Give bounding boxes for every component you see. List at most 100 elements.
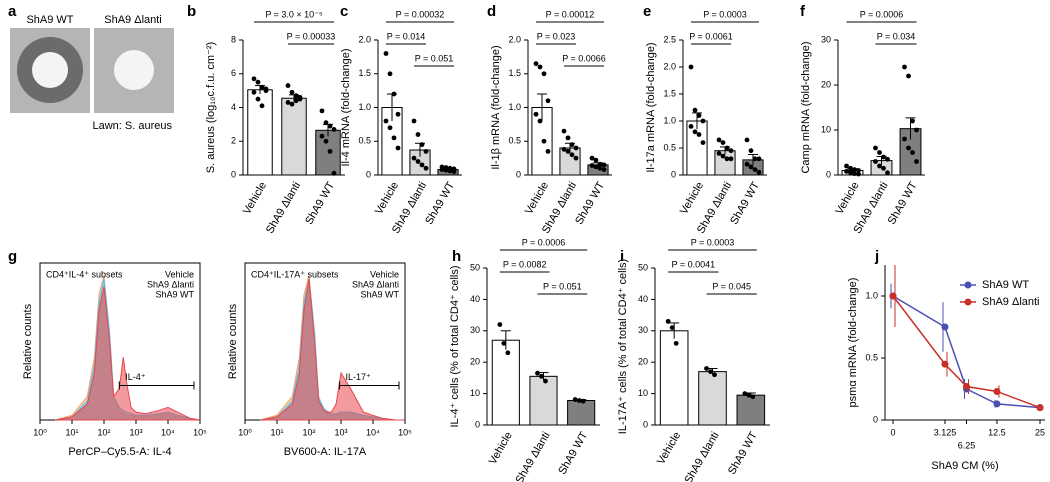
data-point (720, 140, 726, 146)
data-point (669, 325, 675, 331)
y-tick-label: 1.0 (663, 115, 676, 125)
x-tick-label: Vehicle (523, 180, 551, 217)
x-tick-label: Vehicle (678, 180, 706, 217)
panel-letter: j (874, 248, 879, 265)
data-point (423, 165, 429, 171)
bar (736, 394, 766, 426)
y-tick-label: 0 (366, 169, 371, 179)
data-point (993, 400, 1001, 408)
data-point (716, 137, 722, 143)
p-value: P = 0.0061 (689, 31, 733, 41)
data-point (447, 168, 453, 174)
y-tick-label: 10 (470, 388, 480, 398)
data-point (873, 159, 878, 164)
data-point (881, 165, 886, 171)
y-tick-label: 30 (638, 325, 648, 335)
image-label: ShA9 WT (26, 14, 73, 26)
data-point (692, 107, 698, 113)
data-point (383, 118, 389, 124)
data-point (889, 292, 897, 300)
data-point (533, 111, 539, 117)
data-point (744, 161, 750, 167)
p-value: P = 0.00033 (287, 31, 336, 41)
data-point (327, 123, 333, 129)
data-point (439, 167, 445, 173)
y-tick-label: 2.0 (663, 61, 676, 71)
data-point (728, 148, 734, 154)
data-point (856, 168, 861, 173)
x-tick-label: 12.5 (988, 427, 1006, 437)
bar (247, 89, 273, 176)
y-tick-label: 0 (475, 419, 480, 429)
panel-letter: i (620, 248, 624, 265)
x-tick-label: Vehicle (655, 430, 683, 467)
data-point (331, 127, 337, 132)
data-point (752, 167, 758, 173)
y-tick-label: 1.5 (358, 68, 371, 78)
p-value: P = 0.051 (415, 53, 454, 63)
y-tick-label: 1.0 (508, 102, 521, 112)
x-tick-label: ShA9 WT (556, 430, 590, 477)
x-axis-label: ShA9 CM (%) (931, 460, 998, 472)
y-tick-label: 10 (638, 388, 648, 398)
x-tick-label: Vehicle (241, 180, 269, 217)
p-value: P = 0.0006 (522, 237, 566, 247)
data-point (327, 148, 333, 154)
panel-letter: g (8, 248, 17, 265)
y-tick-label: 20 (470, 357, 480, 367)
data-point (756, 169, 762, 175)
data-point (848, 170, 853, 176)
y-tick-label: 20 (821, 79, 831, 89)
data-point (395, 111, 401, 117)
bar (281, 97, 307, 176)
data-point (576, 398, 582, 403)
histogram-area (260, 278, 405, 421)
panel-letter: d (487, 3, 496, 20)
data-point (1036, 404, 1044, 412)
data-point (963, 383, 970, 391)
data-point (573, 145, 579, 151)
y-axis-label: S. aureus (log₁₀c.f.u. cm⁻²) (205, 42, 217, 173)
x-tick-label: 6.25 (958, 440, 976, 450)
data-point (501, 340, 507, 346)
data-point (597, 161, 603, 167)
p-value: P = 3.0 × 10⁻⁵ (265, 9, 323, 19)
data-point (593, 157, 599, 163)
x-tick-label: Vehicle (487, 430, 515, 467)
data-point (387, 71, 393, 77)
data-point (263, 86, 269, 92)
y-tick-label: 40 (638, 294, 648, 304)
data-point (319, 133, 325, 139)
data-point (844, 163, 849, 169)
y-tick-label: 1.0 (358, 102, 371, 112)
y-axis-label: Il-4 mRNA (fold-change) (340, 49, 352, 167)
data-point (700, 140, 706, 146)
data-point (696, 113, 702, 118)
data-point (289, 89, 295, 95)
y-tick-label: 1.5 (508, 68, 521, 78)
data-point (395, 145, 401, 151)
data-point (293, 93, 299, 99)
data-point (323, 138, 329, 144)
bar (567, 400, 596, 426)
y-tick-label: 0 (826, 169, 831, 179)
data-point (720, 153, 726, 159)
data-point (497, 322, 503, 327)
x-tick-label: ShA9 Δlanti (682, 430, 721, 482)
data-point (415, 159, 421, 164)
x-tick-label: 10³ (129, 427, 142, 437)
data-point (589, 155, 595, 161)
data-point (255, 79, 261, 85)
data-point (885, 170, 890, 176)
data-point (665, 318, 671, 324)
y-tick-label: 50 (470, 262, 480, 272)
x-tick-label: 10³ (334, 427, 347, 437)
y-tick-label: 1.0 (865, 290, 878, 300)
x-tick-label: 10⁰ (238, 427, 252, 437)
y-axis-label: psmα mRNA (fold-change) (847, 278, 859, 408)
data-point (688, 64, 694, 70)
y-tick-label: 6 (231, 68, 236, 78)
data-point (941, 323, 949, 331)
bar (698, 371, 727, 426)
data-point (541, 138, 547, 144)
